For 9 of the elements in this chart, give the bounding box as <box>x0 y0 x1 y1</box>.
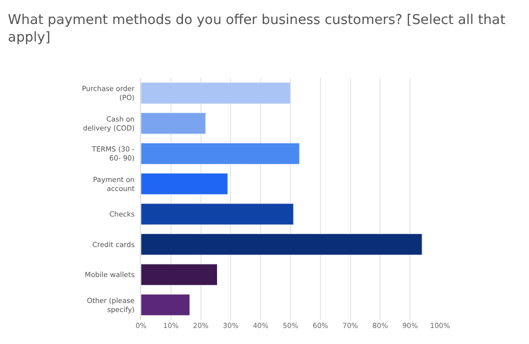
bar <box>141 203 294 225</box>
bar <box>141 173 228 195</box>
bar <box>141 264 218 286</box>
bar <box>141 234 422 256</box>
bar <box>141 112 206 134</box>
bar <box>141 142 300 164</box>
bar <box>141 82 291 104</box>
chart-title: What payment methods do you offer business customers? [Select all that apply] <box>8 12 506 46</box>
bar <box>141 294 190 316</box>
